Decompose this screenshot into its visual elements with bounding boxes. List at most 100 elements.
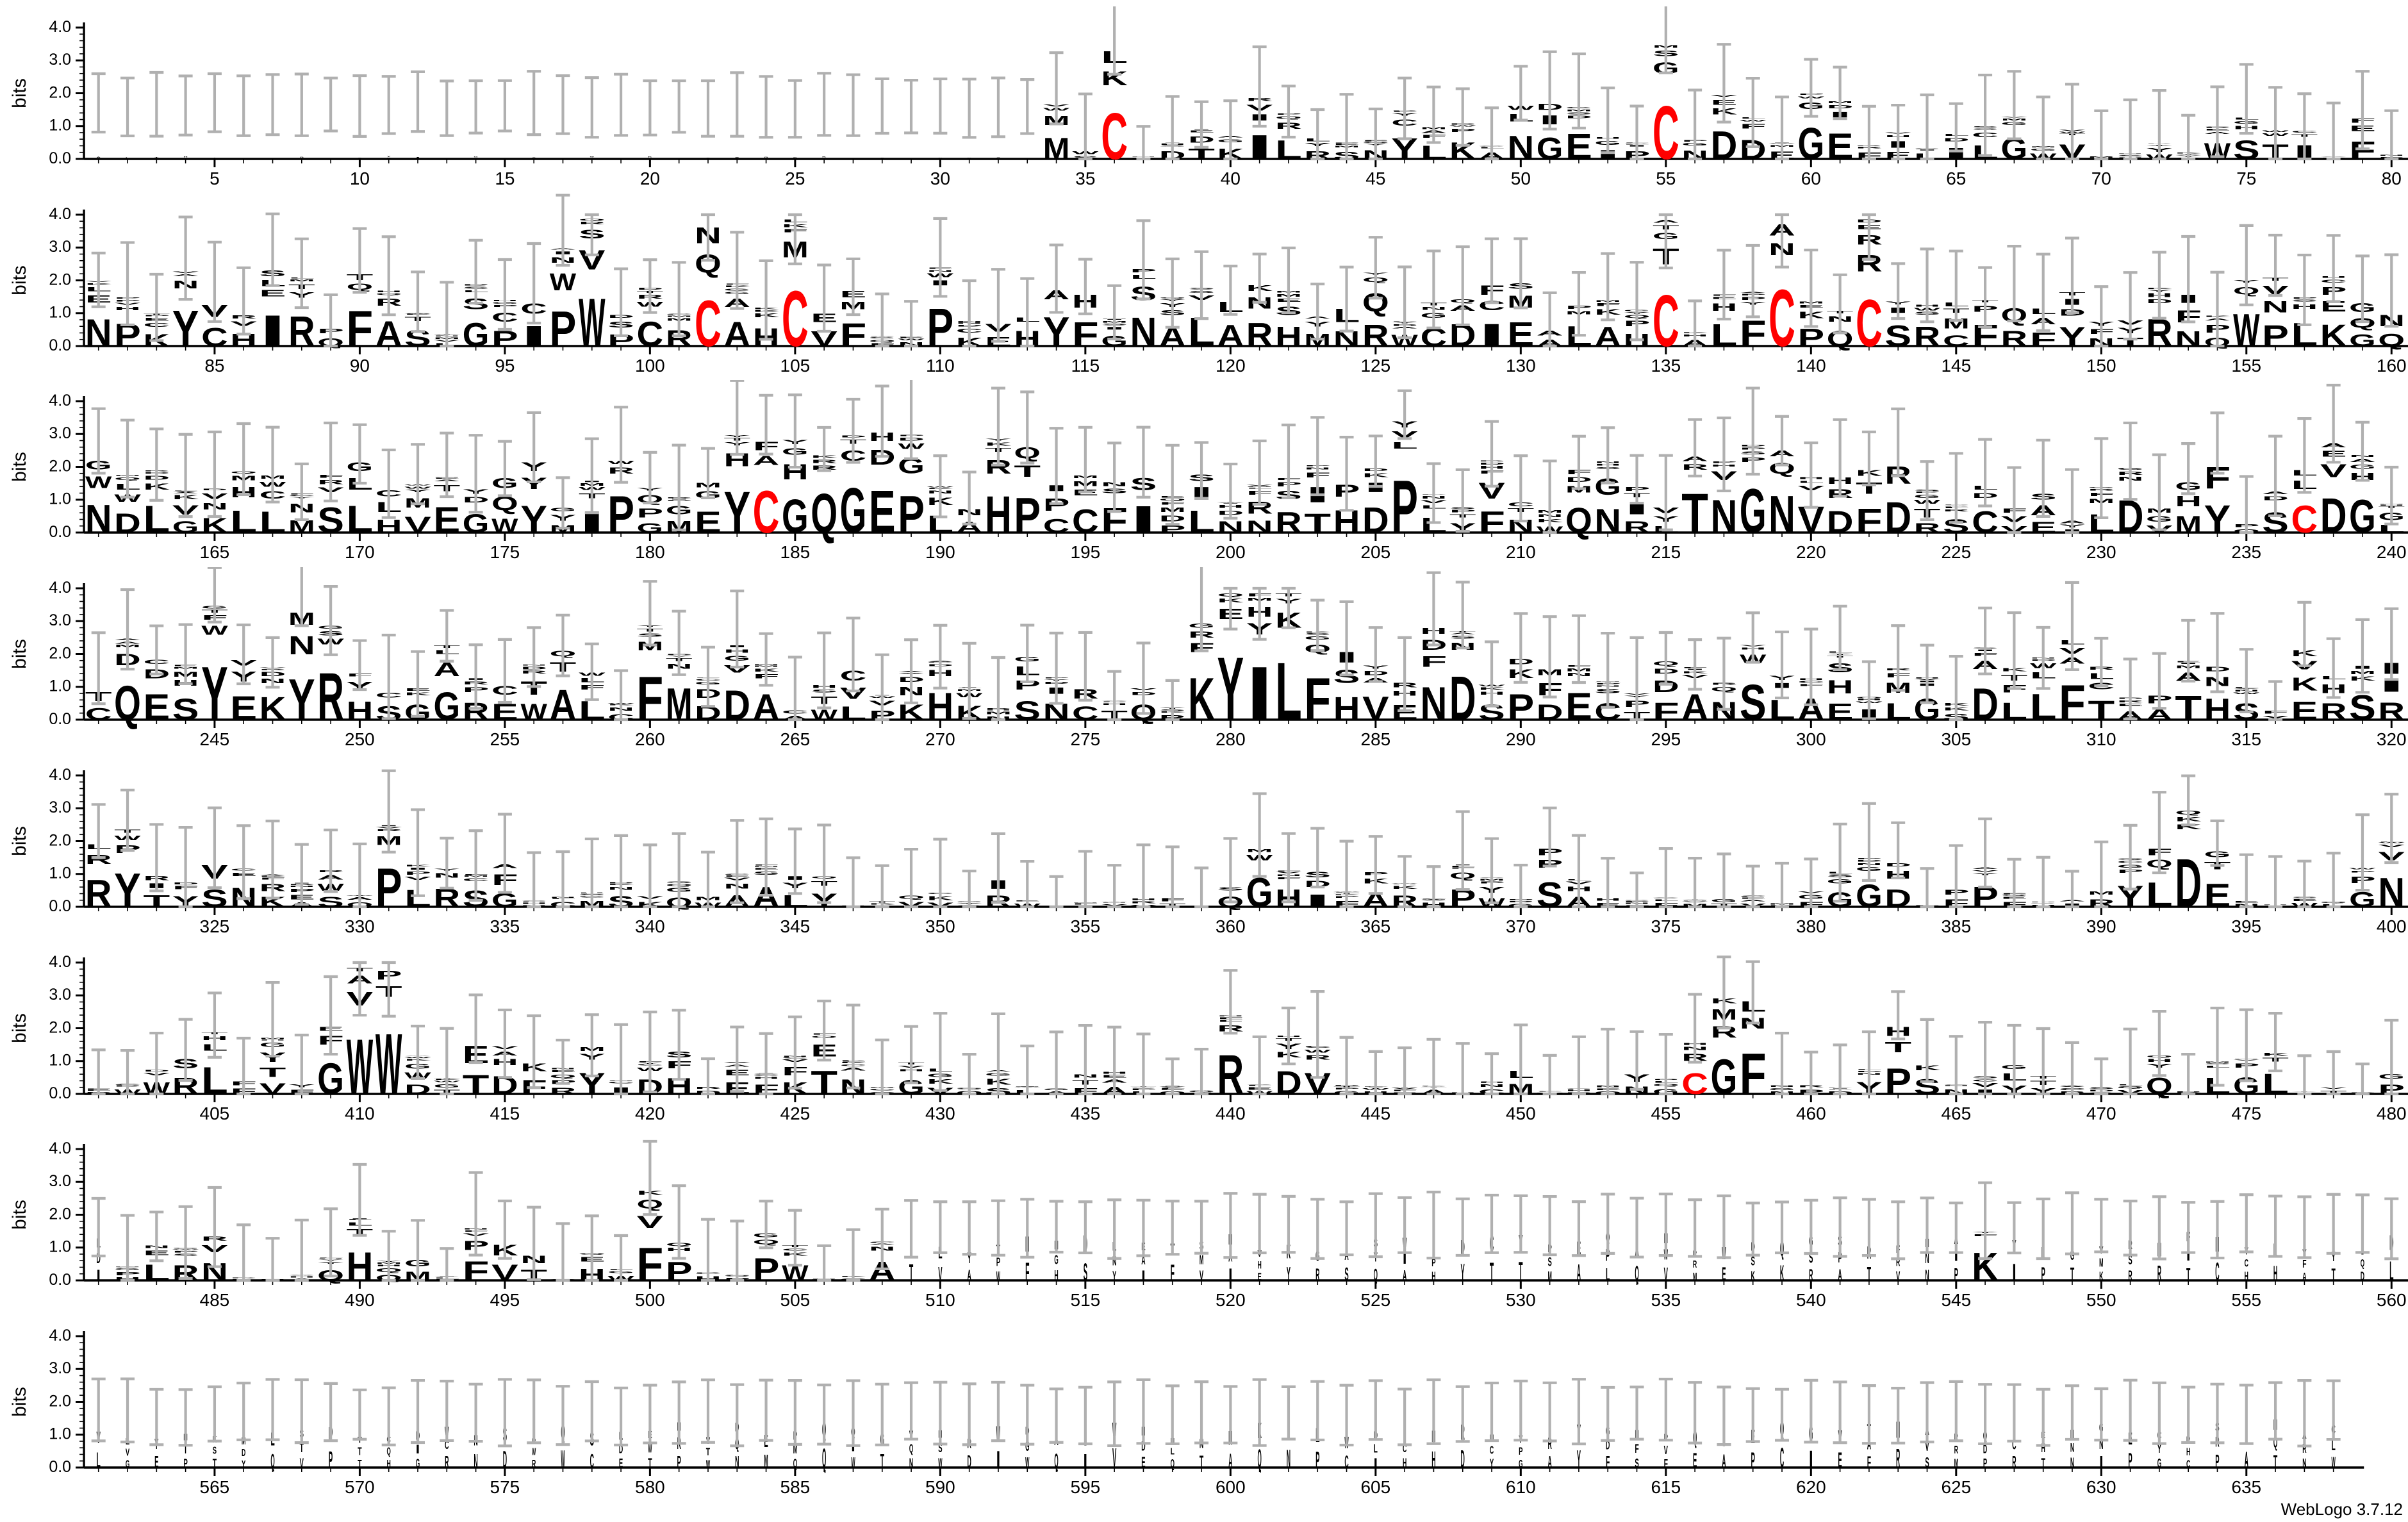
svg-text:R: R (85, 873, 112, 915)
svg-text:W: W (520, 700, 547, 725)
svg-text:T: T (143, 891, 170, 910)
svg-text:P: P (666, 1257, 693, 1287)
svg-text:Q: Q (1565, 500, 1592, 540)
svg-text:L: L (1171, 1446, 1175, 1457)
svg-text:E: E (1565, 126, 1592, 167)
svg-text:R: R (1362, 318, 1389, 352)
svg-text:460: 460 (1796, 1103, 1826, 1123)
svg-text:565: 565 (200, 1477, 230, 1497)
svg-text:E: E (260, 288, 286, 298)
svg-text:C: C (2245, 1257, 2249, 1270)
svg-text:W: W (996, 1270, 1001, 1284)
svg-text:L: L (1188, 504, 1215, 540)
svg-text:295: 295 (1651, 729, 1681, 749)
svg-text:475: 475 (2231, 1103, 2261, 1123)
svg-text:130: 130 (1506, 356, 1536, 376)
svg-text:450: 450 (1506, 1103, 1536, 1123)
svg-text:T: T (811, 1063, 837, 1101)
svg-text:H: H (1054, 1267, 1058, 1284)
svg-text:3.0: 3.0 (49, 611, 71, 629)
svg-text:2.0: 2.0 (49, 1205, 71, 1223)
svg-text:N: N (85, 310, 112, 354)
svg-text:E: E (433, 500, 460, 541)
svg-text:G: G (1856, 878, 1883, 914)
svg-text:H: H (2273, 1262, 2277, 1286)
svg-text:555: 555 (2231, 1290, 2261, 1310)
svg-text:E: E (2291, 697, 2318, 726)
svg-text:50: 50 (1511, 169, 1531, 188)
svg-text:620: 620 (1796, 1477, 1826, 1497)
svg-text:bits: bits (9, 265, 30, 295)
svg-text:V: V (2320, 461, 2346, 481)
svg-text:415: 415 (490, 1103, 520, 1123)
svg-text:T: T (1014, 462, 1041, 481)
svg-text:C: C (85, 705, 112, 723)
svg-text:I: I (1374, 1455, 1378, 1471)
svg-text:0.0: 0.0 (49, 897, 71, 915)
svg-text:L: L (1421, 142, 1447, 163)
svg-text:205: 205 (1360, 542, 1390, 562)
svg-text:D: D (1884, 884, 1911, 913)
svg-text:P: P (2041, 1263, 2045, 1285)
svg-text:P: P (329, 1446, 333, 1473)
svg-text:340: 340 (635, 916, 665, 936)
svg-text:Y: Y (387, 156, 392, 158)
svg-text:G: G (300, 156, 304, 158)
svg-text:I: I (1228, 1266, 1232, 1285)
svg-text:bits: bits (9, 1013, 30, 1043)
svg-text:F: F (1421, 653, 1447, 670)
svg-text:530: 530 (1506, 1290, 1536, 1310)
svg-text:3.0: 3.0 (49, 238, 71, 256)
svg-text:T: T (1884, 1039, 1911, 1055)
svg-text:F: F (1025, 1259, 1029, 1287)
svg-text:R: R (317, 659, 344, 734)
svg-text:T: T (1200, 1452, 1204, 1471)
svg-text:100: 100 (635, 356, 665, 376)
svg-text:480: 480 (2377, 1103, 2407, 1123)
svg-text:180: 180 (635, 542, 665, 562)
svg-text:0.0: 0.0 (49, 1458, 71, 1476)
svg-text:N: N (1421, 677, 1447, 730)
svg-text:2.0: 2.0 (49, 1018, 71, 1036)
svg-text:2.0: 2.0 (49, 270, 71, 288)
svg-text:Y: Y (1217, 639, 1244, 739)
svg-text:V: V (300, 1456, 304, 1471)
svg-text:E: E (1838, 1448, 1842, 1473)
svg-text:P: P (637, 506, 664, 520)
svg-text:N: N (1711, 490, 1738, 543)
svg-text:I: I (1084, 1449, 1087, 1471)
svg-text:D: D (967, 1453, 971, 1472)
svg-text:D: D (503, 1446, 507, 1473)
svg-text:A: A (1228, 1449, 1232, 1471)
svg-text:Q: Q (387, 1444, 391, 1457)
svg-text:420: 420 (635, 1103, 665, 1123)
svg-text:Q: Q (1171, 1457, 1175, 1470)
svg-text:I: I (520, 320, 547, 352)
svg-text:4.0: 4.0 (49, 1139, 71, 1157)
svg-text:C: C (1072, 703, 1099, 724)
svg-text:R: R (1914, 521, 1941, 536)
svg-text:P: P (909, 158, 914, 160)
svg-text:230: 230 (2086, 542, 2116, 562)
svg-text:N: N (1925, 1267, 1929, 1284)
svg-text:P: P (898, 485, 925, 544)
svg-text:L: L (260, 506, 286, 539)
svg-text:S: S (317, 500, 344, 540)
svg-text:R: R (532, 1458, 536, 1470)
svg-text:T: T (648, 1455, 652, 1471)
svg-text:Y: Y (242, 1458, 245, 1469)
svg-text:75: 75 (2236, 169, 2256, 188)
svg-text:20: 20 (640, 169, 660, 188)
svg-text:585: 585 (780, 1477, 811, 1497)
svg-text:K: K (260, 690, 286, 727)
svg-text:V: V (1664, 1444, 1669, 1457)
svg-text:H: H (2175, 493, 2202, 509)
svg-text:Y: Y (1490, 1457, 1494, 1471)
svg-text:K: K (1751, 1269, 1756, 1284)
svg-text:455: 455 (1651, 1103, 1681, 1123)
svg-text:4.0: 4.0 (49, 205, 71, 223)
svg-text:H: H (1403, 1456, 1406, 1471)
svg-text:Q: Q (532, 157, 536, 160)
svg-text:E: E (154, 1453, 158, 1471)
svg-text:L: L (126, 157, 130, 160)
